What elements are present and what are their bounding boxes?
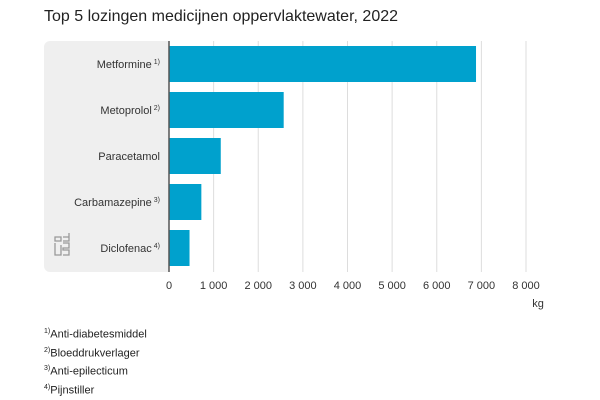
x-tick-label: 5 000 <box>378 280 406 292</box>
category-panel <box>44 41 169 272</box>
footnotes: 1)Anti-diabetesmiddel 2)Bloeddrukverlager… <box>44 324 147 399</box>
footnote: 2)Bloeddrukverlager <box>44 346 140 360</box>
x-tick-label: 2 000 <box>244 280 272 292</box>
footnote: 4)Pijnstiller <box>44 383 95 397</box>
x-tick-label: 8 000 <box>512 280 540 292</box>
bar-paracetamol <box>169 138 221 174</box>
x-tick-label: 0 <box>166 280 172 292</box>
footnote: 1)Anti-diabetesmiddel <box>44 328 147 341</box>
category-label: Diclofenac 4) <box>100 243 160 255</box>
x-tick-label: 3 000 <box>289 280 317 292</box>
footnote: 3)Anti-epilecticum <box>44 365 128 378</box>
category-label: Paracetamol <box>98 151 160 163</box>
x-tick-label: 6 000 <box>423 280 451 292</box>
chart-title: Top 5 lozingen medicijnen oppervlaktewat… <box>44 8 399 25</box>
category-label: Metoprolol 2) <box>100 105 160 117</box>
x-axis-label: kg <box>532 298 544 310</box>
x-tick-label: 1 000 <box>200 280 228 292</box>
category-label: Metformine 1) <box>97 59 160 71</box>
cbs-logo-icon <box>54 233 70 256</box>
bar-metformine <box>169 46 477 82</box>
bar-carbamazepine <box>169 184 202 220</box>
x-tick-label: 4 000 <box>334 280 362 292</box>
bar-metoprolol <box>169 92 284 128</box>
x-tick-label: 7 000 <box>468 280 496 292</box>
category-label: Carbamazepine 3) <box>74 197 160 209</box>
bar-chart: 0 1 000 2 000 3 000 4 000 5 000 6 000 7 000 8 00… <box>54 41 544 310</box>
bar-diclofenac <box>169 230 190 266</box>
